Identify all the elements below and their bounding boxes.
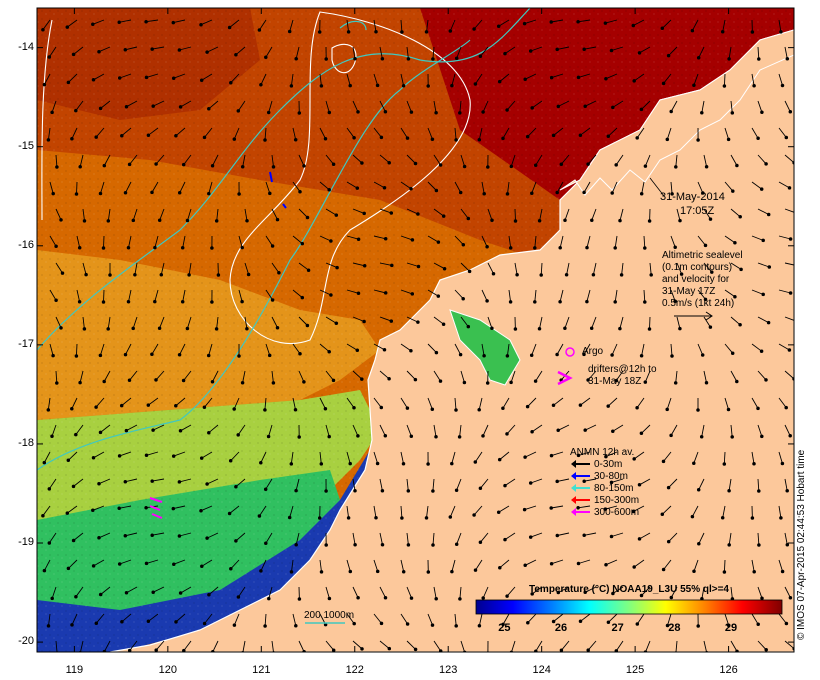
kimberley-coast	[559, 29, 794, 196]
credit-text: © IMOS 07-Apr-2015 02:44:53 Hobart time	[796, 449, 807, 640]
date-line1: 31-May-2014	[660, 191, 725, 203]
date-pointer	[649, 177, 665, 197]
lon-tick-label: 122	[345, 664, 364, 676]
legend-item: 150-300m	[571, 495, 640, 506]
legend-item-label: 80-150m	[594, 483, 634, 494]
sealevel-contours	[41, 11, 471, 345]
colorbar-tick-label: 29	[724, 622, 738, 634]
legend-item-label: 0-30m	[594, 459, 623, 470]
lon-tick-label: 123	[439, 664, 458, 676]
arrow-left-icon	[571, 484, 590, 493]
legend-item-label: 30-80m	[594, 471, 628, 482]
colorbar-tick-label: 26	[554, 622, 568, 634]
lat-tick-label: -15	[18, 139, 34, 152]
legend-item: 300-600m	[571, 507, 640, 518]
legend-item-label: 300-600m	[594, 507, 640, 518]
colorbar	[475, 599, 783, 615]
velocity-arrows	[41, 19, 794, 652]
lat-tick-label: -19	[18, 536, 34, 548]
legend-item: 80-150m	[571, 483, 634, 494]
lon-tick-label: 124	[532, 664, 551, 676]
legend-item: 30-80m	[571, 471, 628, 482]
legend-title: ANMN 12h av.	[570, 447, 635, 458]
colorbar-tick-label: 28	[668, 622, 681, 634]
lat-tick-label: -17	[18, 337, 34, 350]
altimetric-line2: (0.1m contours)	[662, 262, 733, 273]
arrow-left-icon	[571, 472, 590, 481]
colorbar-tick-label: 27	[611, 622, 624, 634]
altimetric-line4: 31-May 17Z	[662, 286, 716, 297]
legend-item-label: 150-300m	[594, 495, 640, 506]
lon-tick-label: 126	[719, 664, 738, 676]
altimetric-line3: and velocity for	[662, 274, 730, 285]
lon-tick-label: 120	[158, 664, 177, 676]
drifter-marker	[557, 370, 573, 386]
arrow-left-icon	[571, 508, 590, 517]
drifters-line1: drifters@12h to	[588, 364, 657, 375]
lon-tick-label: 119	[65, 664, 84, 676]
king-sound	[449, 309, 521, 386]
lat-tick-label: -14	[18, 40, 34, 53]
altimetric-line1: Altimetric sealevel	[662, 250, 743, 261]
date-line2: 17:05Z	[680, 205, 715, 217]
axis-ticks	[37, 8, 794, 652]
argo-marker	[565, 347, 575, 357]
lat-tick-label: -20	[18, 635, 34, 648]
lat-tick-label: -16	[18, 238, 34, 251]
argo-label: Argo	[582, 346, 604, 357]
lon-tick-label: 125	[625, 664, 645, 676]
colorbar-tick-label: 25	[498, 622, 511, 634]
lon-tick-label: 121	[252, 664, 271, 676]
lat-tick-label: -18	[18, 436, 34, 449]
arrow-left-icon	[571, 496, 590, 505]
map-frame	[36, 7, 795, 653]
altimetric-line5: 0.5m/s (1kt 24h)	[662, 298, 735, 309]
drifters-line2: 31-May 18Z	[588, 376, 642, 387]
scale-arrow	[674, 311, 713, 321]
colorbar-title: Temperature (°C) NOAA19_L3U 55% ql>=4	[529, 584, 729, 595]
arrow-left-icon	[571, 460, 590, 469]
legend-item: 0-30m	[571, 459, 623, 470]
isobath-label: 200 1000m	[304, 610, 355, 621]
drifter-tracks	[149, 171, 287, 519]
isobaths	[37, 8, 531, 471]
